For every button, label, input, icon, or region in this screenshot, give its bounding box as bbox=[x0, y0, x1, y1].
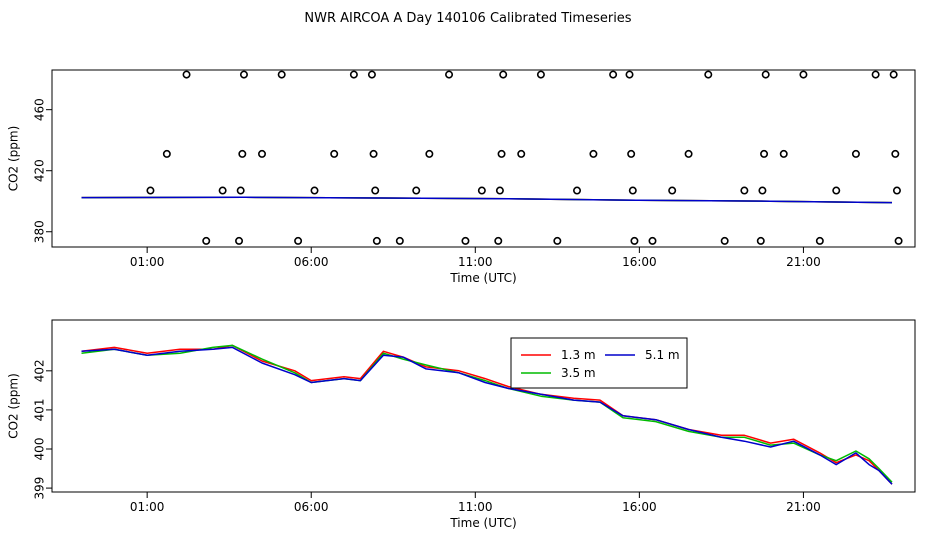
y-tick-label: 460 bbox=[33, 98, 47, 121]
calibration-point bbox=[494, 236, 503, 245]
calibration-point bbox=[871, 70, 880, 79]
y-tick-label: 402 bbox=[33, 359, 47, 382]
calibration-point bbox=[367, 70, 376, 79]
calibration-point bbox=[628, 186, 637, 195]
calibration-point bbox=[889, 70, 898, 79]
calibration-point bbox=[684, 149, 693, 158]
calibration-point bbox=[573, 186, 582, 195]
calibration-point bbox=[892, 186, 901, 195]
calibration-point bbox=[740, 186, 749, 195]
calibration-point bbox=[851, 149, 860, 158]
calibration-point bbox=[799, 70, 808, 79]
calibration-point bbox=[704, 70, 713, 79]
calibration-point bbox=[815, 236, 824, 245]
calibration-point bbox=[182, 70, 191, 79]
calibration-point bbox=[445, 70, 454, 79]
calibration-point bbox=[425, 149, 434, 158]
calibration-point bbox=[202, 236, 211, 245]
calibration-point bbox=[630, 236, 639, 245]
calibration-point bbox=[310, 186, 319, 195]
calibration-point bbox=[258, 149, 267, 158]
series-line-5-1-m bbox=[81, 196, 893, 204]
x-tick-label: 01:00 bbox=[130, 500, 165, 514]
calibration-point bbox=[235, 236, 244, 245]
y-tick-label: 420 bbox=[33, 159, 47, 182]
y-tick-label: 400 bbox=[33, 438, 47, 461]
calibration-point bbox=[756, 236, 765, 245]
legend-label: 3.5 m bbox=[561, 366, 596, 380]
calibration-point bbox=[239, 70, 248, 79]
calibration-point bbox=[277, 70, 286, 79]
y-axis-label: CO2 (ppm) bbox=[7, 373, 21, 439]
calibration-point bbox=[779, 149, 788, 158]
y-tick-label: 380 bbox=[33, 220, 47, 243]
calibration-point bbox=[648, 236, 657, 245]
calibration-point bbox=[894, 236, 903, 245]
plot-frame bbox=[51, 319, 916, 493]
calibration-point bbox=[294, 236, 303, 245]
series-group bbox=[81, 196, 893, 204]
legend-label: 5.1 m bbox=[645, 348, 680, 362]
calibration-point bbox=[761, 70, 770, 79]
x-tick-label: 16:00 bbox=[622, 255, 657, 269]
calibration-point bbox=[589, 149, 598, 158]
calibration-point bbox=[891, 149, 900, 158]
y-tick-label: 401 bbox=[33, 398, 47, 421]
calibration-point bbox=[499, 70, 508, 79]
legend-box bbox=[510, 337, 688, 389]
calibration-point bbox=[536, 70, 545, 79]
calibration-point bbox=[218, 186, 227, 195]
x-tick-label: 16:00 bbox=[622, 500, 657, 514]
calibration-point bbox=[461, 236, 470, 245]
calibration-point bbox=[371, 186, 380, 195]
calibration-point bbox=[395, 236, 404, 245]
x-axis-label: Time (UTC) bbox=[449, 271, 516, 285]
calibration-point bbox=[372, 236, 381, 245]
x-tick-label: 06:00 bbox=[294, 255, 329, 269]
calibration-point bbox=[146, 186, 155, 195]
series-line-3-5-m bbox=[81, 344, 893, 483]
calibration-point bbox=[609, 70, 618, 79]
x-axis-label: Time (UTC) bbox=[449, 516, 516, 530]
series-group bbox=[81, 344, 893, 485]
series-line-1-3-m bbox=[81, 344, 893, 485]
calibration-point bbox=[760, 149, 769, 158]
legend-label: 1.3 m bbox=[561, 348, 596, 362]
y-tick-label: 399 bbox=[33, 477, 47, 500]
plot-frame bbox=[51, 69, 916, 248]
calibration-point bbox=[625, 70, 634, 79]
calibration-point bbox=[832, 186, 841, 195]
calibration-point bbox=[236, 186, 245, 195]
calibration-point bbox=[668, 186, 677, 195]
x-tick-label: 21:00 bbox=[786, 500, 821, 514]
calibration-point bbox=[349, 70, 358, 79]
calibration-point bbox=[369, 149, 378, 158]
calibration-point bbox=[162, 149, 171, 158]
figure-title: NWR AIRCOA A Day 140106 Calibrated Times… bbox=[304, 11, 631, 26]
calibration-point bbox=[720, 236, 729, 245]
calibration-point bbox=[477, 186, 486, 195]
calibration-point bbox=[330, 149, 339, 158]
x-tick-label: 11:00 bbox=[458, 500, 493, 514]
calibration-point bbox=[495, 186, 504, 195]
x-tick-label: 06:00 bbox=[294, 500, 329, 514]
calibration-point bbox=[758, 186, 767, 195]
legend: 1.3 m 5.1 m 3.5 m bbox=[510, 337, 688, 389]
calibration-point bbox=[517, 149, 526, 158]
calibration-point bbox=[238, 149, 247, 158]
x-tick-label: 11:00 bbox=[458, 255, 493, 269]
calibration-point bbox=[627, 149, 636, 158]
x-tick-label: 21:00 bbox=[786, 255, 821, 269]
series-line-5-1-m bbox=[81, 346, 893, 485]
calibration-point bbox=[553, 236, 562, 245]
calibration-point bbox=[412, 186, 421, 195]
y-axis-label: CO2 (ppm) bbox=[7, 126, 21, 192]
x-tick-label: 01:00 bbox=[130, 255, 165, 269]
calibration-point bbox=[497, 149, 506, 158]
top-panel: 01:00 06:00 11:00 16:00 21:00 380 420 460 Time (… bbox=[7, 69, 916, 285]
bottom-panel: 01:00 06:00 11:00 16:00 21:00 399 400 401 402 Tim… bbox=[7, 319, 916, 530]
